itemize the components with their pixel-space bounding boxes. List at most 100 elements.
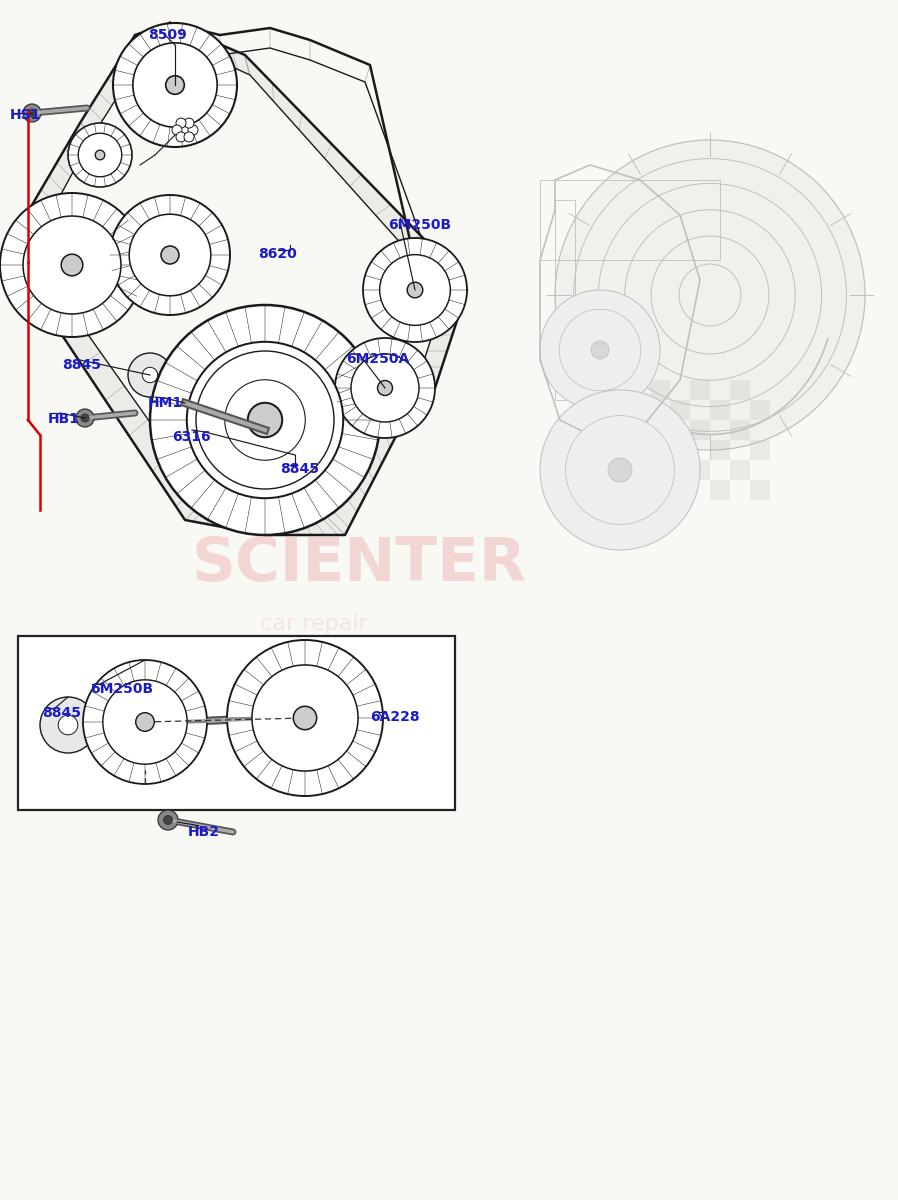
Circle shape — [129, 214, 211, 295]
Circle shape — [166, 76, 184, 95]
Bar — [690, 380, 710, 400]
Circle shape — [227, 640, 383, 796]
Circle shape — [188, 125, 198, 134]
Text: HM1: HM1 — [148, 396, 183, 410]
Circle shape — [58, 715, 78, 734]
Bar — [690, 460, 710, 480]
Circle shape — [176, 132, 186, 142]
Circle shape — [566, 415, 674, 524]
Circle shape — [608, 458, 632, 482]
Circle shape — [161, 246, 179, 264]
Text: HS1: HS1 — [10, 108, 41, 122]
Bar — [610, 380, 630, 400]
Circle shape — [184, 118, 194, 128]
Circle shape — [163, 816, 172, 824]
Bar — [670, 400, 690, 420]
Circle shape — [540, 290, 660, 410]
Circle shape — [40, 697, 96, 754]
Text: 8845: 8845 — [280, 462, 319, 476]
Circle shape — [110, 194, 230, 314]
Circle shape — [113, 23, 237, 146]
Circle shape — [377, 380, 392, 396]
Bar — [590, 480, 610, 500]
Circle shape — [28, 109, 36, 118]
Bar — [610, 460, 630, 480]
Bar — [650, 380, 670, 400]
Bar — [630, 400, 650, 420]
Text: 6M250A: 6M250A — [346, 352, 409, 366]
Bar — [590, 400, 610, 420]
Circle shape — [559, 310, 641, 391]
Circle shape — [172, 125, 182, 134]
Text: 6M250B: 6M250B — [388, 218, 451, 232]
Bar — [555, 200, 575, 400]
Circle shape — [184, 132, 194, 142]
Circle shape — [103, 680, 187, 764]
Circle shape — [288, 449, 302, 461]
Text: car repair: car repair — [260, 614, 368, 634]
Bar — [750, 440, 770, 460]
Circle shape — [277, 437, 313, 473]
Circle shape — [83, 660, 207, 784]
Bar — [730, 460, 750, 480]
Bar — [630, 440, 650, 460]
Circle shape — [158, 810, 178, 830]
Text: 8509: 8509 — [148, 28, 187, 42]
Bar — [670, 480, 690, 500]
Circle shape — [363, 238, 467, 342]
Bar — [590, 440, 610, 460]
Circle shape — [555, 140, 865, 450]
Bar — [750, 400, 770, 420]
Circle shape — [76, 409, 94, 427]
Bar — [650, 420, 670, 440]
Bar — [710, 480, 730, 500]
Circle shape — [95, 150, 105, 160]
Text: HB1: HB1 — [48, 412, 80, 426]
Bar — [630, 480, 650, 500]
Bar — [570, 380, 590, 400]
Circle shape — [133, 43, 217, 127]
Text: 8845: 8845 — [62, 358, 101, 372]
Bar — [710, 440, 730, 460]
Circle shape — [351, 354, 419, 422]
Bar — [570, 460, 590, 480]
Bar — [540, 180, 720, 260]
Circle shape — [81, 414, 89, 422]
Text: 6A228: 6A228 — [370, 710, 419, 724]
Bar — [570, 420, 590, 440]
Text: SCIENTER: SCIENTER — [191, 534, 527, 594]
Circle shape — [142, 367, 158, 383]
Circle shape — [61, 254, 83, 276]
Circle shape — [78, 133, 122, 176]
Bar — [750, 480, 770, 500]
Circle shape — [23, 104, 41, 122]
Circle shape — [68, 122, 132, 187]
Text: 8845: 8845 — [42, 706, 81, 720]
Polygon shape — [0, 23, 467, 535]
Circle shape — [128, 353, 172, 397]
Text: HB2: HB2 — [188, 826, 220, 839]
Text: 6M250B: 6M250B — [90, 682, 154, 696]
Bar — [650, 460, 670, 480]
Circle shape — [248, 403, 282, 437]
Circle shape — [0, 193, 144, 337]
Circle shape — [150, 305, 380, 535]
Circle shape — [335, 338, 435, 438]
Bar — [670, 440, 690, 460]
Bar — [690, 420, 710, 440]
Circle shape — [187, 342, 343, 498]
Bar — [730, 420, 750, 440]
Text: 6316: 6316 — [172, 430, 211, 444]
Bar — [18, 636, 455, 810]
Circle shape — [252, 665, 358, 772]
Circle shape — [176, 118, 186, 128]
Circle shape — [380, 254, 451, 325]
Circle shape — [23, 216, 121, 314]
Circle shape — [591, 341, 609, 359]
Circle shape — [407, 282, 423, 298]
Text: 8620: 8620 — [258, 247, 296, 260]
Circle shape — [136, 713, 154, 731]
Circle shape — [294, 707, 317, 730]
Bar — [710, 400, 730, 420]
Bar — [730, 380, 750, 400]
